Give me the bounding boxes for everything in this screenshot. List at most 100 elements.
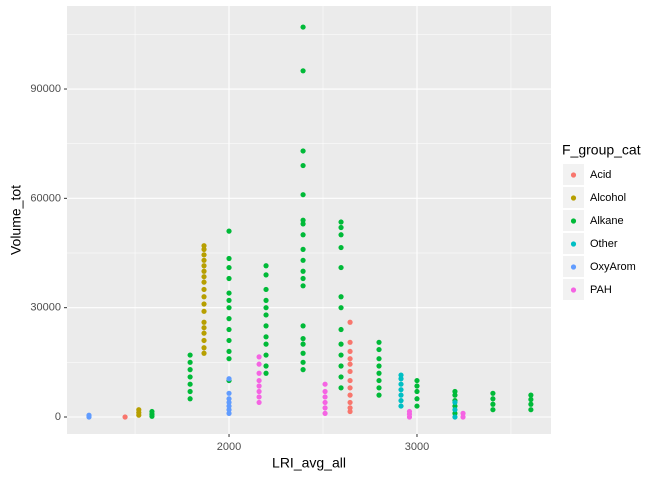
point <box>201 337 207 344</box>
point <box>452 407 458 413</box>
point <box>263 370 269 376</box>
point <box>187 352 193 358</box>
point <box>226 410 232 416</box>
point <box>226 399 232 406</box>
point <box>347 385 353 391</box>
point <box>414 403 420 409</box>
y-tick-label: 0 <box>55 411 61 423</box>
point <box>300 367 306 373</box>
point <box>256 370 262 376</box>
point <box>398 372 404 378</box>
point <box>122 414 128 420</box>
point <box>398 403 404 409</box>
point <box>414 388 420 395</box>
point <box>226 356 232 362</box>
point <box>226 305 232 311</box>
point <box>149 408 155 415</box>
point <box>398 392 404 398</box>
point <box>376 363 382 369</box>
point <box>406 408 413 415</box>
point <box>398 376 404 382</box>
point <box>376 346 382 353</box>
point <box>300 275 306 282</box>
point <box>300 336 306 342</box>
point <box>347 356 353 362</box>
point <box>528 392 534 398</box>
legend-label: Alkane <box>590 215 624 227</box>
point <box>263 272 269 278</box>
point <box>338 219 344 225</box>
point <box>414 377 420 384</box>
point <box>452 392 458 398</box>
point <box>226 255 232 262</box>
point <box>226 337 232 344</box>
point <box>256 361 262 367</box>
point <box>201 325 207 331</box>
point <box>263 363 269 369</box>
panel <box>67 6 551 434</box>
point <box>263 341 269 347</box>
point <box>347 392 353 398</box>
point <box>452 388 458 395</box>
point <box>201 274 207 280</box>
point <box>226 228 232 234</box>
point <box>490 401 496 407</box>
point <box>201 294 207 300</box>
point <box>256 394 262 400</box>
point <box>226 403 232 409</box>
point <box>414 383 420 389</box>
point <box>322 381 328 387</box>
point <box>338 341 344 347</box>
point <box>300 221 306 227</box>
point <box>376 370 382 376</box>
legend-marker <box>570 218 577 224</box>
point <box>256 399 262 406</box>
point <box>201 279 207 285</box>
point <box>338 294 344 300</box>
point <box>263 334 269 340</box>
point <box>201 301 207 307</box>
point <box>347 368 353 375</box>
legend-title: F_group_cat <box>562 142 641 158</box>
point <box>201 252 207 258</box>
point <box>187 374 193 380</box>
point <box>528 407 534 413</box>
point <box>263 323 269 329</box>
point <box>300 350 306 356</box>
point <box>528 396 534 403</box>
legend-label: Acid <box>590 169 611 181</box>
point <box>376 385 382 391</box>
point <box>300 162 306 169</box>
point <box>338 305 344 311</box>
point <box>187 359 193 365</box>
point <box>226 264 232 271</box>
point <box>201 345 207 351</box>
point <box>322 405 328 411</box>
point <box>338 244 344 251</box>
point <box>201 308 207 314</box>
point <box>490 407 496 413</box>
y-tick-label: 60000 <box>30 192 61 204</box>
point <box>347 408 353 415</box>
point <box>86 412 92 418</box>
point <box>226 390 232 396</box>
point <box>322 388 328 395</box>
x-axis-label: LRI_avg_all <box>272 455 346 471</box>
point <box>338 264 344 271</box>
point <box>398 387 404 393</box>
point <box>226 348 232 355</box>
point <box>376 339 382 345</box>
point <box>263 305 269 311</box>
point <box>322 394 328 400</box>
y-tick-label: 90000 <box>30 83 61 95</box>
legend-label: Alcohol <box>590 192 626 204</box>
point <box>256 388 262 395</box>
point <box>338 326 344 333</box>
point <box>263 263 269 269</box>
point <box>322 399 328 406</box>
point <box>490 396 496 402</box>
point <box>187 388 193 395</box>
point <box>300 268 306 274</box>
point <box>347 339 353 345</box>
